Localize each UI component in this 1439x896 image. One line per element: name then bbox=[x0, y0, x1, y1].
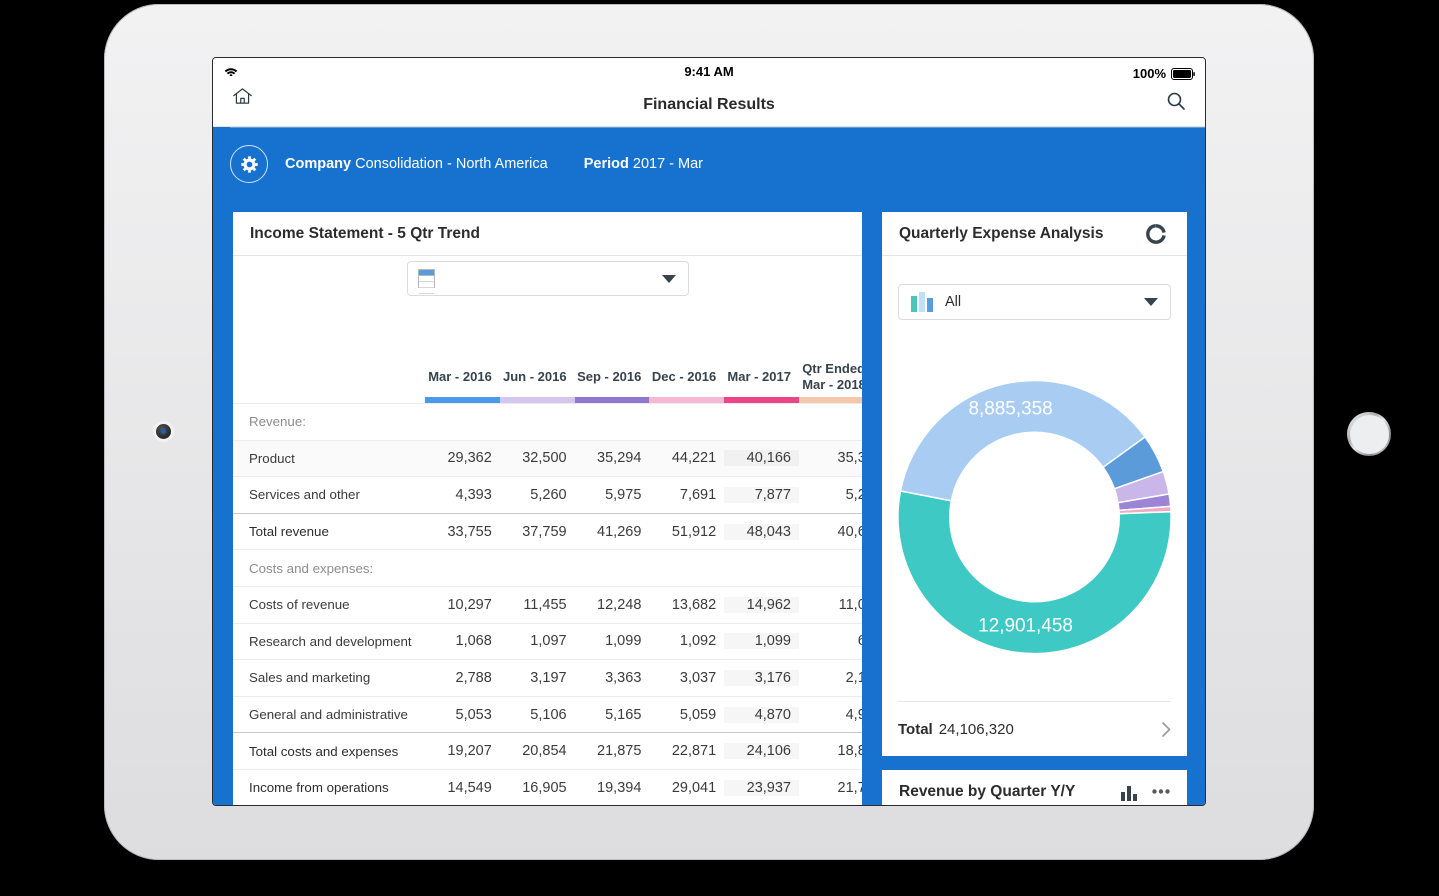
svg-text:12,901,458: 12,901,458 bbox=[978, 616, 1073, 637]
svg-text:8,885,358: 8,885,358 bbox=[968, 398, 1052, 419]
